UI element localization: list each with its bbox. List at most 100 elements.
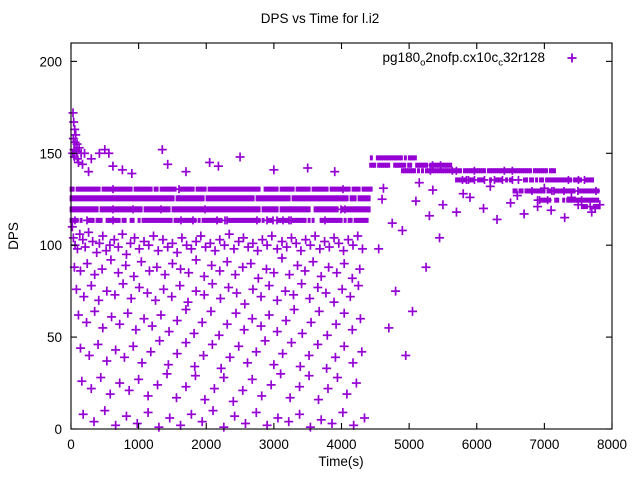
dense-band-segment xyxy=(433,162,437,168)
dense-band-segment xyxy=(596,197,600,203)
data-point-plus-marker xyxy=(314,306,324,316)
dense-band-segment xyxy=(213,206,217,213)
dense-band-segment xyxy=(267,186,271,192)
data-point-plus-marker xyxy=(240,299,250,309)
dense-band-segment xyxy=(205,217,209,223)
dense-band-segment xyxy=(363,206,367,213)
dense-band-segment xyxy=(589,177,593,183)
dense-band-segment xyxy=(149,195,153,202)
data-point-plus-marker xyxy=(214,330,224,340)
dense-band-segment xyxy=(562,197,566,203)
dense-band-segment xyxy=(195,195,199,202)
dense-band-segment xyxy=(169,186,173,192)
dense-band-segment xyxy=(327,195,331,202)
data-point-plus-marker xyxy=(199,290,209,300)
dense-band-segment xyxy=(299,217,303,223)
data-point-plus-marker xyxy=(220,240,230,250)
dense-band-segment xyxy=(347,217,351,223)
legend-text-part: 2nofp.cx10c xyxy=(425,50,498,65)
dense-band-segment xyxy=(161,195,165,202)
dense-band-segment xyxy=(544,168,548,174)
dense-band-segment xyxy=(367,206,371,213)
dense-band-segment xyxy=(580,204,584,210)
data-point-plus-marker xyxy=(301,235,311,245)
dense-band-segment xyxy=(193,206,197,213)
dense-band-segment xyxy=(177,195,181,202)
data-point-plus-marker xyxy=(199,271,209,281)
data-point-plus-marker xyxy=(295,362,305,372)
dense-band-segment xyxy=(247,206,251,213)
dense-band-segment xyxy=(285,206,289,213)
dense-band-segment xyxy=(141,217,145,223)
dense-band-segment xyxy=(551,177,555,183)
dense-band-segment xyxy=(295,217,299,223)
data-point-plus-marker xyxy=(374,244,384,254)
dense-band-segment xyxy=(357,195,361,202)
data-point-plus-marker xyxy=(297,328,307,338)
dense-band-segment xyxy=(169,217,173,223)
dense-band-segment xyxy=(237,206,241,213)
dense-band-segment xyxy=(556,188,560,194)
data-point-plus-marker xyxy=(272,327,282,337)
dense-band-segment xyxy=(151,195,155,202)
data-point-plus-marker xyxy=(257,391,267,401)
dense-band-segment xyxy=(329,206,333,213)
dense-band-segment xyxy=(205,206,209,213)
dense-band-segment xyxy=(512,188,516,194)
data-point-plus-marker xyxy=(546,205,556,215)
y-tick-label: 150 xyxy=(39,146,62,161)
data-point-plus-marker xyxy=(106,255,116,265)
dense-band-segment xyxy=(263,195,267,202)
dense-band-segment xyxy=(239,217,243,223)
data-point-plus-marker xyxy=(123,308,133,318)
dense-band-segment xyxy=(83,186,87,192)
dense-band-segment xyxy=(221,206,225,213)
data-point-plus-marker xyxy=(68,233,78,243)
dense-band-segment xyxy=(143,217,147,223)
dense-band-segment xyxy=(325,206,329,213)
dense-band-segment xyxy=(211,206,215,213)
data-point-plus-marker xyxy=(113,268,123,278)
dense-band-segment xyxy=(592,197,596,203)
dense-band-segment xyxy=(99,217,103,223)
data-point-plus-marker xyxy=(181,338,191,348)
dense-band-segment xyxy=(245,186,249,192)
dense-band-segment xyxy=(556,197,560,203)
y-tick-label: 0 xyxy=(54,422,62,437)
dense-band-segment xyxy=(409,162,413,168)
dense-band-segment xyxy=(285,195,289,202)
dense-band-segment xyxy=(195,186,199,192)
dense-band-segment xyxy=(221,195,225,202)
dense-band-segment xyxy=(423,162,427,168)
dense-band-segment xyxy=(492,168,496,174)
data-point-plus-marker xyxy=(329,233,339,243)
data-point-plus-marker xyxy=(277,237,287,247)
data-point-plus-marker xyxy=(286,233,296,243)
dense-band-segment xyxy=(522,168,526,174)
dense-band-segment xyxy=(395,155,399,161)
data-point-plus-marker xyxy=(284,417,294,427)
dense-band-segment xyxy=(420,168,424,174)
dense-band-segment xyxy=(223,195,227,202)
dense-band-segment xyxy=(504,168,508,174)
data-point-plus-marker xyxy=(94,238,104,248)
dense-band-segment xyxy=(135,206,139,213)
dense-band-segment xyxy=(594,204,598,210)
data-point-plus-marker xyxy=(90,306,100,316)
data-point-plus-marker xyxy=(332,373,342,383)
data-point-plus-marker xyxy=(199,350,209,360)
dense-band-segment xyxy=(403,155,407,161)
data-point-plus-marker xyxy=(207,279,217,289)
dense-band-segment xyxy=(151,217,155,223)
dense-band-segment xyxy=(315,206,319,213)
dense-band-segment xyxy=(299,186,303,192)
data-point-plus-marker xyxy=(349,420,359,430)
dense-band-segment xyxy=(321,186,325,192)
dense-band-segment xyxy=(351,186,355,192)
dense-band-segment xyxy=(265,206,269,213)
dense-band-segment xyxy=(313,186,317,192)
data-point-plus-marker xyxy=(262,420,272,430)
dense-band-segment xyxy=(540,197,544,203)
dense-band-segment xyxy=(87,217,91,223)
dense-band-segment xyxy=(548,168,552,174)
